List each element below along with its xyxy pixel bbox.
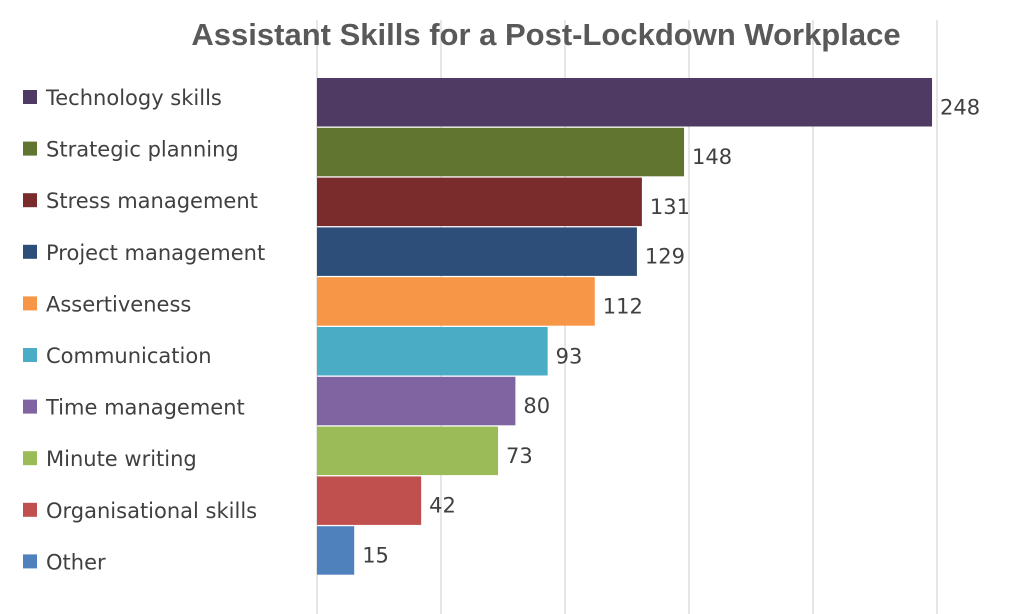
legend-swatch bbox=[23, 90, 37, 104]
bar bbox=[317, 277, 595, 326]
chart-title: Assistant Skills for a Post-Lockdown Wor… bbox=[191, 17, 900, 52]
bar bbox=[317, 327, 548, 376]
legend-swatch bbox=[23, 244, 37, 259]
data-label: 93 bbox=[556, 344, 583, 368]
legend-swatch bbox=[23, 193, 37, 208]
data-label: 15 bbox=[362, 543, 389, 567]
legend-label: Organisational skills bbox=[46, 499, 257, 523]
data-label: 42 bbox=[429, 494, 456, 518]
legend-label: Minute writing bbox=[46, 447, 197, 471]
legend-label: Other bbox=[46, 550, 106, 574]
bar bbox=[317, 426, 499, 476]
legend-label: Time management bbox=[45, 396, 245, 420]
data-label: 129 bbox=[645, 245, 685, 269]
bar bbox=[317, 227, 637, 276]
data-label: 112 bbox=[603, 294, 643, 318]
bar bbox=[317, 476, 422, 525]
legend-label: Project management bbox=[46, 241, 265, 265]
legend-swatch bbox=[23, 451, 37, 466]
data-label: 73 bbox=[506, 444, 533, 468]
legend-swatch bbox=[23, 554, 37, 569]
legend-label: Stress management bbox=[46, 189, 258, 213]
legend-label: Strategic planning bbox=[46, 138, 239, 162]
data-label: 80 bbox=[523, 394, 550, 418]
bars: 248 148 131 129 112 93 80 73 42 15 bbox=[317, 78, 980, 575]
legend-swatch bbox=[23, 348, 37, 362]
bar bbox=[317, 78, 933, 127]
data-label: 148 bbox=[692, 145, 732, 169]
data-label: 131 bbox=[650, 195, 690, 219]
bar bbox=[317, 376, 516, 426]
bar bbox=[317, 127, 685, 177]
legend: Technology skills Strategic planning Stres… bbox=[23, 86, 265, 574]
legend-swatch bbox=[23, 141, 37, 156]
legend-label: Technology skills bbox=[45, 86, 222, 110]
legend-label: Assertiveness bbox=[46, 292, 191, 316]
legend-swatch bbox=[23, 399, 37, 414]
data-label: 248 bbox=[940, 95, 980, 119]
legend-swatch bbox=[23, 502, 37, 517]
legend-label: Communication bbox=[46, 344, 212, 368]
bar bbox=[317, 526, 355, 575]
bar bbox=[317, 177, 642, 227]
legend-swatch bbox=[23, 296, 37, 311]
